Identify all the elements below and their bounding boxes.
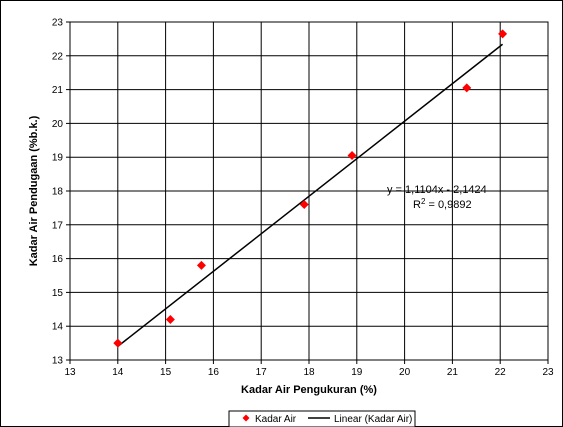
y-tick-label: 16 <box>52 254 64 265</box>
x-tick-label: 13 <box>64 367 76 378</box>
x-tick-label: 20 <box>399 367 411 378</box>
legend-label-kadar-air: Kadar Air <box>255 414 297 425</box>
y-tick-labels: 13 14 15 16 17 18 19 20 21 22 23 <box>52 18 64 367</box>
y-tick-label: 22 <box>52 51 64 62</box>
y-axis-title: Kadar Air Pendugaan (%b.k.) <box>28 115 40 266</box>
x-tick-labels: 13 14 15 16 17 18 19 20 21 22 23 <box>64 367 554 378</box>
data-point <box>165 314 175 324</box>
data-point <box>498 29 508 39</box>
trendline <box>117 43 504 347</box>
x-tick-label: 21 <box>447 367 459 378</box>
trendline-layer <box>117 43 504 347</box>
data-points-layer <box>113 29 508 348</box>
x-tick-label: 18 <box>303 367 315 378</box>
y-tick-label: 17 <box>52 220 64 231</box>
data-point <box>113 338 123 348</box>
y-tick-label: 14 <box>52 322 64 333</box>
legend: Kadar Air Linear (Kadar Air) <box>228 410 416 427</box>
data-point <box>196 260 206 270</box>
y-tick-label: 18 <box>52 187 64 198</box>
legend-diamond-marker <box>242 414 250 422</box>
legend-label-linear: Linear (Kadar Air) <box>334 414 412 425</box>
r-squared-label: R2 = 0,9892 <box>413 197 472 211</box>
r-squared-prefix: R <box>413 199 421 211</box>
gridlines <box>66 21 549 364</box>
plot-area-frame <box>69 21 549 361</box>
r-squared-superscript: 2 <box>421 197 426 206</box>
y-tick-label: 23 <box>52 18 64 29</box>
y-tick-label: 15 <box>52 288 64 299</box>
regression-equation: y = 1,1104x - 2,1424 <box>387 184 487 196</box>
y-tick-label: 20 <box>52 119 64 130</box>
x-tick-label: 22 <box>495 367 507 378</box>
y-tick-label: 21 <box>52 85 64 96</box>
r-squared-value: = 0,9892 <box>425 199 471 211</box>
x-tick-label: 17 <box>256 367 268 378</box>
x-tick-label: 14 <box>112 367 124 378</box>
y-tick-label: 13 <box>52 356 64 367</box>
legend-box <box>228 410 416 427</box>
x-tick-label: 16 <box>208 367 220 378</box>
x-tick-label: 15 <box>160 367 172 378</box>
x-tick-label: 23 <box>542 367 554 378</box>
data-point <box>299 200 309 210</box>
y-tick-label: 19 <box>52 153 64 164</box>
data-point <box>347 151 357 161</box>
x-tick-label: 19 <box>351 367 363 378</box>
data-point <box>462 83 472 93</box>
x-axis-title: Kadar Air Pengukuran (%) <box>241 384 377 396</box>
